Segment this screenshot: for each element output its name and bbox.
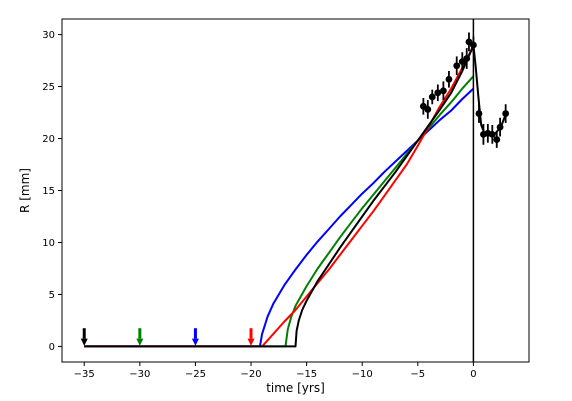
- marker: [475, 110, 483, 117]
- event-arrow-3: [247, 328, 255, 346]
- y-axis-label: R [mm]: [18, 168, 32, 213]
- y-tick-label-1: 5: [49, 290, 55, 301]
- arrow-head: [247, 338, 255, 346]
- x-tick-label-4: −15: [296, 369, 317, 380]
- marker: [496, 123, 504, 131]
- marker: [434, 89, 442, 97]
- data-point-1: [424, 100, 432, 119]
- series-line-0: [84, 87, 475, 348]
- x-tick-label-5: −10: [352, 369, 373, 380]
- data-point-5: [445, 70, 453, 88]
- series-line-3: [84, 44, 507, 348]
- marker: [424, 106, 432, 113]
- observations-layer: [419, 32, 510, 148]
- data-point-10: [470, 36, 477, 54]
- data-point-17: [502, 104, 510, 123]
- arrows-layer: [80, 328, 255, 346]
- data-point-16: [496, 117, 504, 137]
- marker: [493, 136, 501, 143]
- x-tick-label-2: −25: [185, 369, 206, 380]
- data-point-8: [463, 48, 471, 69]
- x-tick-label-0: −35: [74, 369, 95, 380]
- marker: [445, 75, 453, 83]
- marker: [488, 130, 496, 138]
- data-point-3: [434, 84, 442, 102]
- data-point-14: [488, 125, 496, 144]
- x-tick-label-7: 0: [470, 369, 476, 380]
- series-line-1: [84, 75, 475, 348]
- marker: [463, 55, 471, 62]
- marker: [439, 87, 447, 95]
- arrow-head: [80, 338, 88, 346]
- y-tick-label-5: 25: [42, 82, 55, 93]
- y-tick-label-0: 0: [49, 342, 55, 353]
- marker: [428, 93, 436, 101]
- marker: [470, 41, 477, 49]
- event-arrow-1: [136, 328, 144, 346]
- event-arrow-0: [80, 328, 88, 346]
- data-point-7: [458, 52, 466, 71]
- data-point-4: [439, 81, 447, 101]
- x-tick-label-1: −30: [129, 369, 150, 380]
- x-axis-label: time [yrs]: [266, 381, 325, 395]
- data-point-6: [453, 56, 461, 76]
- data-point-2: [428, 89, 436, 105]
- y-tick-label-2: 10: [42, 238, 55, 249]
- data-point-15: [493, 131, 501, 148]
- marker: [502, 110, 510, 117]
- marker: [453, 62, 461, 70]
- y-tick-label-4: 20: [42, 134, 55, 145]
- x-tick-label-6: −5: [410, 369, 425, 380]
- arrow-head: [191, 338, 199, 346]
- series-layer: [84, 19, 507, 362]
- y-tick-label-6: 30: [42, 30, 55, 41]
- event-arrow-2: [191, 328, 199, 346]
- arrow-head: [136, 338, 144, 346]
- x-tick-label-3: −20: [240, 369, 261, 380]
- axes-layer: −35 −30 −25 −20 −15 −10 −5 0 0 5 10 15 20 25 30: [42, 18, 530, 380]
- data-point-11: [475, 104, 483, 123]
- series-line-2: [84, 45, 475, 348]
- y-tick-label-3: 15: [42, 186, 55, 197]
- data-point-0: [419, 97, 427, 115]
